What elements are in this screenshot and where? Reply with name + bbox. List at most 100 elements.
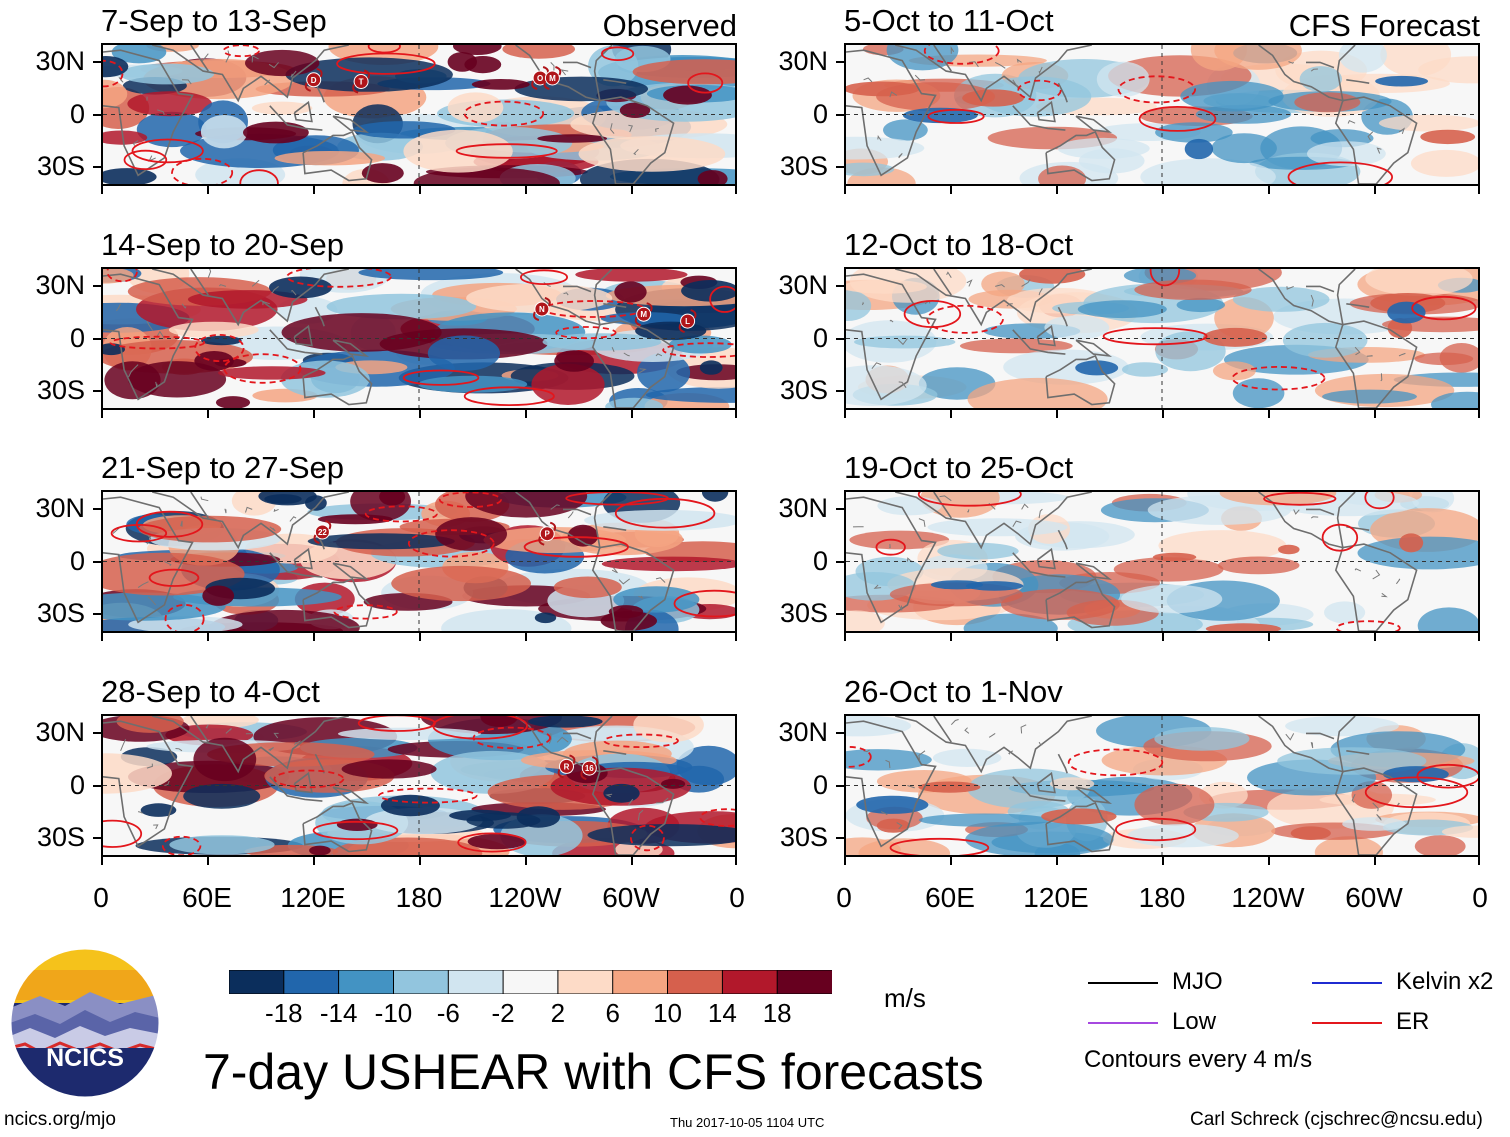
er-contour bbox=[223, 353, 302, 384]
shear-anomaly-core bbox=[1278, 544, 1300, 555]
shear-anomaly-blob bbox=[1158, 530, 1287, 562]
tropical-cyclone-icon: L bbox=[678, 309, 697, 334]
coastline bbox=[1306, 61, 1335, 69]
coastline bbox=[1012, 329, 1066, 355]
shear-anomaly-blob bbox=[1176, 297, 1225, 313]
axis-tick bbox=[1268, 186, 1270, 194]
colorbar-tick-label: -14 bbox=[319, 998, 358, 1028]
shear-anomaly-blob bbox=[1277, 747, 1427, 775]
border-line bbox=[181, 79, 192, 85]
coastline bbox=[846, 496, 937, 624]
shear-anomaly-core bbox=[697, 170, 728, 184]
shear-anomaly-blob bbox=[877, 496, 942, 516]
shear-anomaly-blob bbox=[1431, 391, 1478, 408]
shear-anomaly-blob bbox=[531, 363, 605, 405]
y-tick-label: 0 bbox=[812, 545, 828, 576]
border-line bbox=[655, 353, 663, 357]
shear-anomaly-blob bbox=[637, 352, 691, 393]
shear-anomaly-blob bbox=[846, 610, 885, 631]
colorbar-swatch bbox=[338, 969, 395, 995]
shear-anomaly-core bbox=[567, 524, 599, 547]
coastline bbox=[332, 115, 370, 134]
tropical-cyclone-icon: T bbox=[352, 69, 370, 94]
axis-tick bbox=[1162, 186, 1164, 194]
er-contour bbox=[164, 604, 205, 631]
footer-timestamp: Thu 2017-10-05 1104 UTC bbox=[670, 1115, 825, 1130]
axis-tick bbox=[93, 113, 101, 116]
border-line bbox=[563, 292, 569, 296]
er-contour bbox=[333, 604, 398, 620]
shear-anomaly-blob bbox=[1342, 817, 1406, 831]
axis-tick bbox=[1162, 633, 1164, 641]
x-tick-label: 180 bbox=[395, 882, 443, 913]
main-title: 7-day USHEAR with CFS forecasts bbox=[203, 1044, 984, 1100]
tropical-cyclone-icon: 22 bbox=[313, 520, 332, 544]
shear-anomaly-core bbox=[379, 492, 406, 506]
legend-label: Kelvin x2 bbox=[1396, 968, 1494, 995]
tropical-cyclone-icon: R bbox=[557, 754, 576, 779]
coastline bbox=[302, 801, 373, 853]
coastline bbox=[293, 547, 313, 570]
shear-anomaly-blob bbox=[1211, 133, 1277, 164]
axis-tick bbox=[836, 507, 844, 510]
y-tick-label: 0 bbox=[812, 322, 828, 353]
border-line bbox=[1310, 294, 1314, 307]
axis-tick bbox=[313, 410, 315, 418]
border-line bbox=[273, 508, 279, 513]
shear-anomaly-blob bbox=[337, 727, 481, 740]
border-line bbox=[200, 496, 209, 502]
y-tick-label: 30N bbox=[778, 492, 828, 523]
axis-tick bbox=[93, 731, 101, 734]
shear-anomaly-blob bbox=[846, 290, 872, 321]
er-contour bbox=[1321, 523, 1359, 552]
shear-anomaly-blob bbox=[1299, 66, 1342, 92]
shear-anomaly-blob bbox=[307, 533, 455, 550]
border-line bbox=[1395, 578, 1401, 585]
shear-anomaly-blob bbox=[1217, 556, 1300, 575]
legend-line bbox=[1088, 982, 1158, 984]
border-line bbox=[871, 362, 882, 370]
shear-anomaly-blob bbox=[1154, 726, 1250, 751]
coastline bbox=[190, 716, 209, 743]
shear-anomaly-core bbox=[930, 580, 984, 590]
er-contour bbox=[519, 269, 568, 285]
axis-tick bbox=[93, 507, 101, 510]
border-line bbox=[1012, 520, 1022, 528]
coastline bbox=[190, 492, 209, 519]
shear-anomaly-core bbox=[1152, 552, 1197, 562]
axis-tick bbox=[844, 857, 846, 865]
coastline bbox=[933, 492, 952, 519]
shear-anomaly-core bbox=[464, 56, 502, 74]
coastline bbox=[1012, 552, 1066, 578]
er-contour bbox=[1364, 776, 1469, 809]
tropical-cyclone-icon: N bbox=[533, 297, 551, 321]
x-tick-label: 60W bbox=[1345, 882, 1403, 913]
shear-anomaly-blob bbox=[1314, 836, 1383, 855]
border-line bbox=[268, 62, 279, 69]
panel-title: 14-Sep to 20-Sep bbox=[101, 227, 345, 262]
er-contour bbox=[1114, 817, 1197, 842]
shear-anomaly-core bbox=[1290, 826, 1331, 840]
axis-tick bbox=[836, 60, 844, 63]
axis-tick bbox=[93, 60, 101, 63]
er-contour bbox=[927, 108, 985, 124]
axis-tick bbox=[93, 784, 101, 787]
shear-anomaly-blob bbox=[1417, 607, 1478, 631]
shear-anomaly-core bbox=[467, 833, 527, 850]
border-line bbox=[605, 793, 613, 798]
er-contour bbox=[463, 386, 555, 406]
border-line bbox=[918, 518, 926, 527]
border-line bbox=[1376, 147, 1382, 154]
panel-title: 5-Oct to 11-Oct bbox=[844, 3, 1054, 38]
footer-credit: Carl Schreck (cjschrec@ncsu.edu) bbox=[1190, 1109, 1483, 1130]
shear-anomaly-blob bbox=[553, 576, 622, 599]
axis-tick bbox=[836, 560, 844, 563]
coastline bbox=[314, 306, 325, 327]
border-line bbox=[550, 62, 555, 71]
shear-anomaly-core bbox=[269, 276, 332, 299]
shear-anomaly-blob bbox=[932, 748, 1002, 767]
border-line bbox=[290, 70, 297, 78]
axis-tick bbox=[525, 857, 527, 865]
border-line bbox=[994, 61, 1006, 69]
coastline bbox=[1306, 508, 1335, 516]
